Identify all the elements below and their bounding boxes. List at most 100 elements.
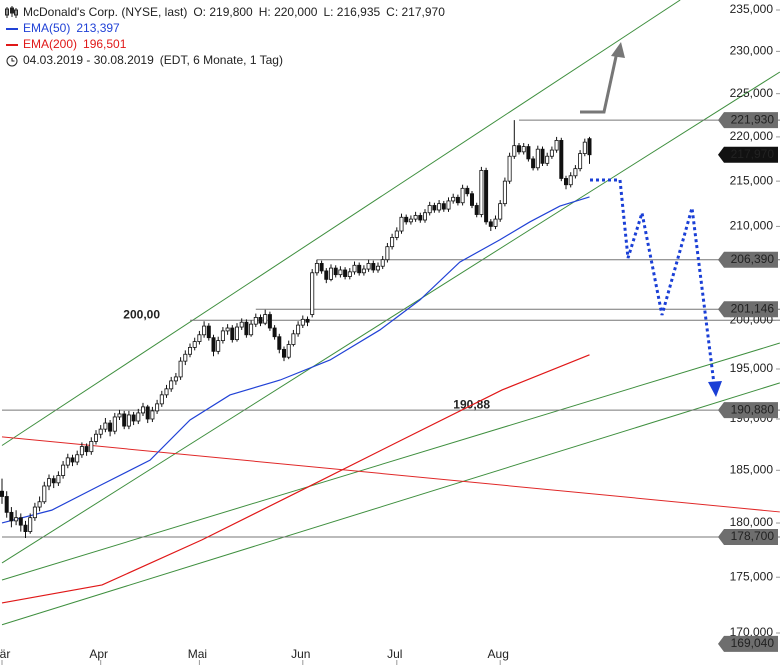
candle-body [131, 414, 136, 422]
candle-body [394, 230, 399, 238]
legend-name: EMA(200) [23, 37, 77, 51]
clock-icon [6, 55, 18, 67]
candle-body [498, 203, 503, 220]
candle-body [150, 410, 155, 420]
candle-body [28, 517, 33, 532]
candle-body [155, 403, 160, 412]
legend-entry: EMA(200) 196,501 [23, 37, 127, 51]
header-icon [5, 6, 18, 18]
ohlc: L: 216,935 [323, 5, 380, 19]
candle-body [343, 269, 348, 277]
candle-body [61, 464, 66, 476]
trend-line [1, 71, 780, 564]
candle-body [432, 205, 437, 211]
y-tick-label: 225,000 [730, 86, 774, 100]
candle-body [578, 153, 583, 170]
x-tick-label: Jun [291, 647, 310, 661]
candle-body [249, 323, 254, 336]
candle-body [512, 145, 517, 157]
candle-body [460, 187, 465, 204]
candle-body [122, 413, 127, 427]
level-label: 190,880 [731, 402, 775, 416]
candle-body [422, 212, 427, 221]
candle-body [70, 457, 75, 463]
level-box [718, 251, 778, 268]
candle-body [126, 414, 131, 427]
candle-body [488, 221, 493, 227]
candle-body [526, 146, 531, 160]
candle-body [587, 138, 592, 156]
level-label: 206,390 [731, 252, 775, 266]
level-label: 169,040 [731, 636, 775, 650]
candle-body [380, 259, 385, 267]
candle-body [220, 330, 225, 342]
candle-body [84, 446, 89, 453]
candle-body [291, 333, 296, 345]
candle-body [230, 327, 235, 341]
candle-body [352, 264, 357, 273]
candle-body [418, 215, 423, 221]
y-tick-label: 170,000 [730, 625, 774, 639]
candle-body [564, 178, 569, 186]
candle-body [14, 517, 19, 522]
y-tick-label: 195,000 [730, 361, 774, 375]
level-label: 221,930 [731, 112, 775, 126]
candle-body [253, 317, 258, 325]
candle-body [272, 327, 277, 338]
title: McDonald's Corp. (NYSE, last) [23, 5, 187, 19]
ohlc: H: 220,000 [259, 5, 318, 19]
candle-body [559, 140, 564, 179]
candle-body [159, 394, 164, 405]
level-label: 178,700 [731, 529, 775, 543]
candle-body [211, 337, 216, 352]
candle-body [18, 517, 23, 526]
level-label: 217,970 [731, 147, 775, 161]
up-arrow [580, 51, 619, 114]
candle-body [446, 200, 451, 210]
candle-body [56, 475, 61, 484]
candle-body [554, 140, 559, 151]
candle-body [225, 327, 230, 332]
level-box [718, 146, 778, 163]
candle-body [479, 170, 484, 215]
y-tick-label: 215,000 [730, 173, 774, 187]
candle-body [216, 340, 221, 352]
candle-body [0, 490, 4, 497]
candle-body [427, 205, 432, 214]
legend-value: 196,501 [83, 37, 127, 51]
candle-body [338, 269, 343, 276]
candle-body [540, 148, 545, 164]
legend-value: 213,397 [76, 21, 120, 35]
ema-line [1, 196, 590, 524]
y-tick-label: 175,000 [730, 569, 774, 583]
ohlc: O: 219,800 [193, 5, 253, 19]
candle-body [103, 422, 108, 430]
level-label: 201,146 [731, 301, 775, 315]
candle-body [484, 170, 489, 223]
level-box [718, 112, 778, 129]
candle-body [89, 440, 94, 453]
candle-body [42, 485, 47, 503]
candle-body [75, 454, 80, 463]
period: 04.03.2019 - 30.08.2019 (EDT, 6 Monate, 1… [23, 53, 283, 67]
candle-body [263, 314, 268, 324]
candle-body [98, 428, 103, 435]
candle-body [375, 265, 380, 271]
candle-body [281, 348, 286, 358]
candle-body [361, 268, 366, 274]
candle-body [324, 270, 329, 280]
level-box [718, 301, 778, 318]
ohlc: C: 217,970 [386, 5, 445, 19]
x-tick-label: Jul [387, 647, 402, 661]
candle-body [451, 196, 456, 202]
candle-body [178, 360, 183, 378]
legend-name: EMA(50) [23, 21, 70, 35]
trend-line [1, 436, 780, 513]
candle-body [169, 380, 174, 390]
candle-body [493, 218, 498, 227]
candle-body [545, 155, 550, 164]
y-tick-label: 180,000 [730, 515, 774, 529]
candle-body [413, 215, 418, 220]
legend-entry: EMA(50) 213,397 [23, 21, 120, 35]
